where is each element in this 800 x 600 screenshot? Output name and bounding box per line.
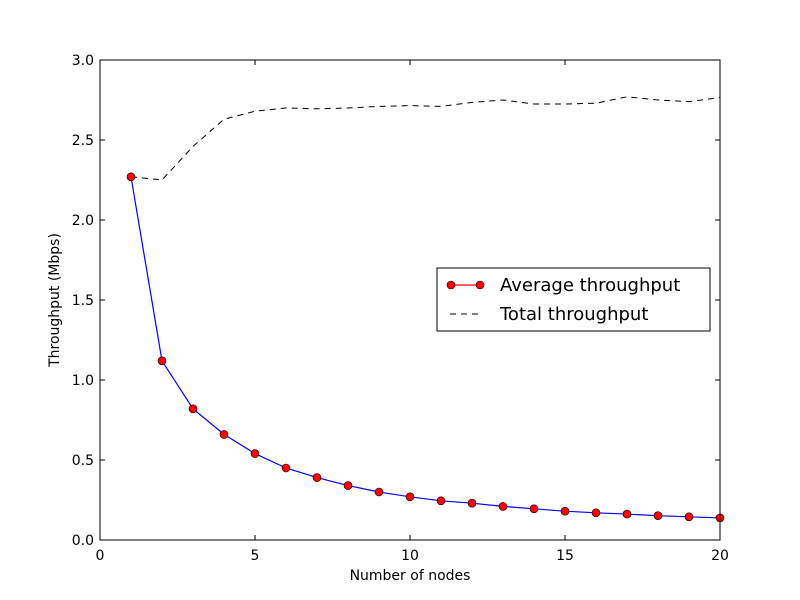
x-axis-label: Number of nodes (350, 568, 471, 584)
x-tick-label: 5 (251, 548, 260, 564)
average-throughput-point (126, 172, 136, 182)
average-throughput-point (157, 356, 167, 366)
average-throughput-point (374, 487, 384, 497)
average-throughput-point (560, 506, 570, 516)
average-throughput-point (684, 512, 694, 522)
average-throughput-point (343, 481, 353, 490)
average-throughput-point (188, 404, 198, 414)
legend-marker (446, 280, 456, 290)
series-layer (126, 96, 725, 523)
average-throughput-point (405, 492, 415, 502)
y-axis-label: Throughput (Mbps) (47, 233, 63, 368)
average-throughput-point (281, 463, 291, 473)
average-throughput-point (312, 473, 322, 482)
average-throughput-point (436, 496, 446, 506)
y-tick-label: 0.0 (72, 533, 94, 549)
average-throughput-point (250, 449, 260, 458)
average-throughput-point (591, 508, 601, 518)
legend-box (436, 267, 711, 332)
plot-frame (99, 59, 721, 541)
y-tick-label: 2.5 (72, 133, 94, 149)
x-tick-label: 15 (556, 548, 574, 564)
average-throughput-point (467, 498, 477, 508)
average-throughput-point (653, 511, 663, 520)
series-line-total-throughput (130, 96, 721, 181)
average-throughput-point (622, 509, 632, 519)
average-throughput-point (219, 430, 229, 439)
x-tick-label: 0 (96, 548, 105, 564)
y-tick-label: 1.5 (72, 293, 94, 309)
x-tick-label: 10 (401, 548, 419, 564)
y-tick-label: 0.5 (72, 453, 94, 469)
y-tick-label: 3.0 (72, 53, 94, 69)
average-throughput-point (529, 504, 539, 514)
legend-marker (475, 280, 485, 290)
average-throughput-point (498, 502, 508, 511)
y-tick-label: 2.0 (72, 213, 94, 229)
x-tick-label: 20 (711, 548, 729, 564)
legend-label-total-throughput: Total throughput (499, 304, 648, 325)
y-axis-ticks: 0.0 0.5 1.0 1.5 2.0 2.5 3.0 (72, 53, 720, 549)
legend-label-average-throughput: Average throughput (500, 275, 680, 296)
y-tick-label: 1.0 (72, 373, 94, 389)
series-line-average-throughput (130, 176, 721, 519)
legend: Average throughput Total throughput (436, 267, 711, 332)
